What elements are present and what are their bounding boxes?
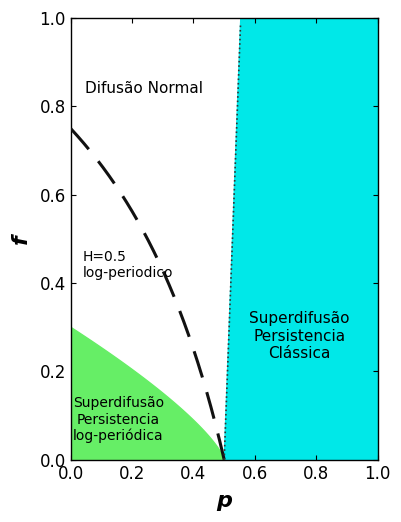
Text: Superdifusão
Persistencia
Clássica: Superdifusão Persistencia Clássica bbox=[249, 311, 349, 361]
Text: Difusão Normal: Difusão Normal bbox=[85, 81, 203, 96]
X-axis label: p: p bbox=[216, 491, 231, 511]
Text: H=0.5
log-periodico: H=0.5 log-periodico bbox=[83, 250, 173, 280]
Text: Superdifusão
Persistencia
log-periódica: Superdifusão Persistencia log-periódica bbox=[73, 396, 164, 444]
Polygon shape bbox=[224, 18, 377, 460]
Y-axis label: f: f bbox=[11, 234, 31, 244]
Polygon shape bbox=[71, 327, 224, 460]
